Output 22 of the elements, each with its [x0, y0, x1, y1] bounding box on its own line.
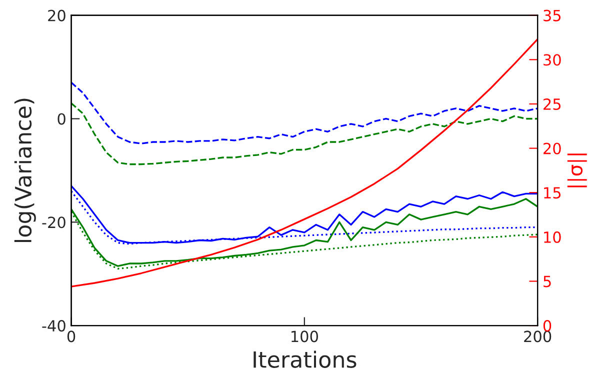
y2-tick-label: 30 [544, 54, 561, 66]
line-series [71, 102, 538, 166]
line-series [71, 38, 538, 288]
y-tick-label: 20 [48, 10, 66, 22]
y2-tick-label: 20 [544, 142, 561, 154]
line-series [71, 82, 538, 144]
y-tick-label: 0 [58, 113, 66, 125]
y2-tick-label: 15 [544, 187, 561, 199]
x-tick-label: 100 [292, 330, 318, 342]
y2-tick-label: 25 [544, 98, 561, 110]
x-tick-label: 200 [524, 330, 552, 342]
x-tick-label: 0 [67, 330, 76, 342]
y2-tick-label: 10 [544, 231, 561, 243]
y2-axis-title: ||σ|| [567, 154, 587, 188]
y2-tick-label: 5 [544, 276, 551, 288]
x-axis-title: Iterations [254, 350, 356, 368]
y-tick-label: -40 [42, 320, 66, 332]
line-series [71, 198, 538, 267]
y-tick-label: -20 [42, 216, 66, 228]
y-axis-title: log(Variance) [14, 98, 36, 242]
y2-tick-label: 35 [544, 10, 561, 22]
y2-tick-label: 0 [543, 320, 552, 332]
